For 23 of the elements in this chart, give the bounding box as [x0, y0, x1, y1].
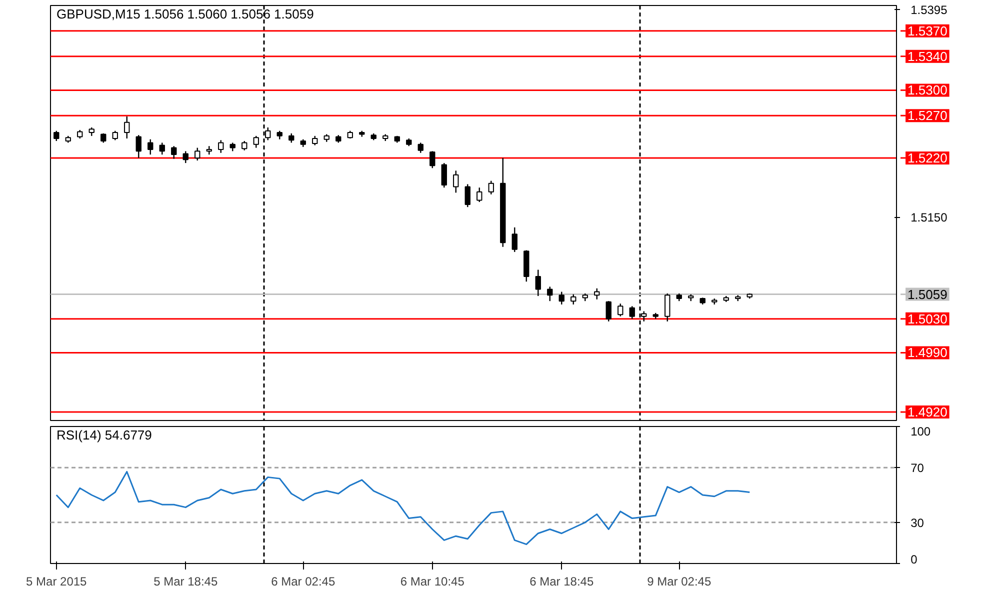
chart-title: RSI(14) 54.6779 [56, 428, 152, 442]
ref-line-label: 1.5300 [908, 82, 948, 98]
x-tick-label: 6 Mar 02:45 [271, 574, 336, 588]
chart-title: GBPUSD,M15 1.5056 1.5060 1.5056 1.5059 [56, 6, 314, 22]
x-tick-label: 5 Mar 18:45 [154, 574, 218, 588]
ref-line-label: 1.5059 [908, 286, 948, 302]
y-tick-label: 1.5150 [910, 210, 948, 225]
x-tick-label: 6 Mar 10:45 [400, 574, 465, 588]
ref-line-label: 1.4990 [908, 345, 948, 360]
x-tick-label: 9 Mar 02:45 [647, 574, 712, 588]
ref-line-label: 1.5340 [908, 48, 948, 64]
y-tick-label: 1.5395 [910, 3, 948, 18]
ref-line-label: 1.5370 [908, 23, 948, 38]
y-tick-label: 100 [910, 424, 931, 438]
y-tick-label: 0 [910, 552, 918, 566]
ref-line-label: 1.5220 [908, 150, 948, 166]
y-tick-label: 70 [910, 461, 924, 476]
ref-line-label: 1.5270 [908, 108, 948, 124]
y-tick-label: 30 [910, 516, 924, 530]
ref-line-label: 1.5030 [908, 311, 948, 326]
ref-line-label: 1.4920 [908, 404, 948, 420]
x-tick-label: 5 Mar 2015 [26, 574, 88, 588]
x-tick-label: 6 Mar 18:45 [530, 574, 594, 588]
